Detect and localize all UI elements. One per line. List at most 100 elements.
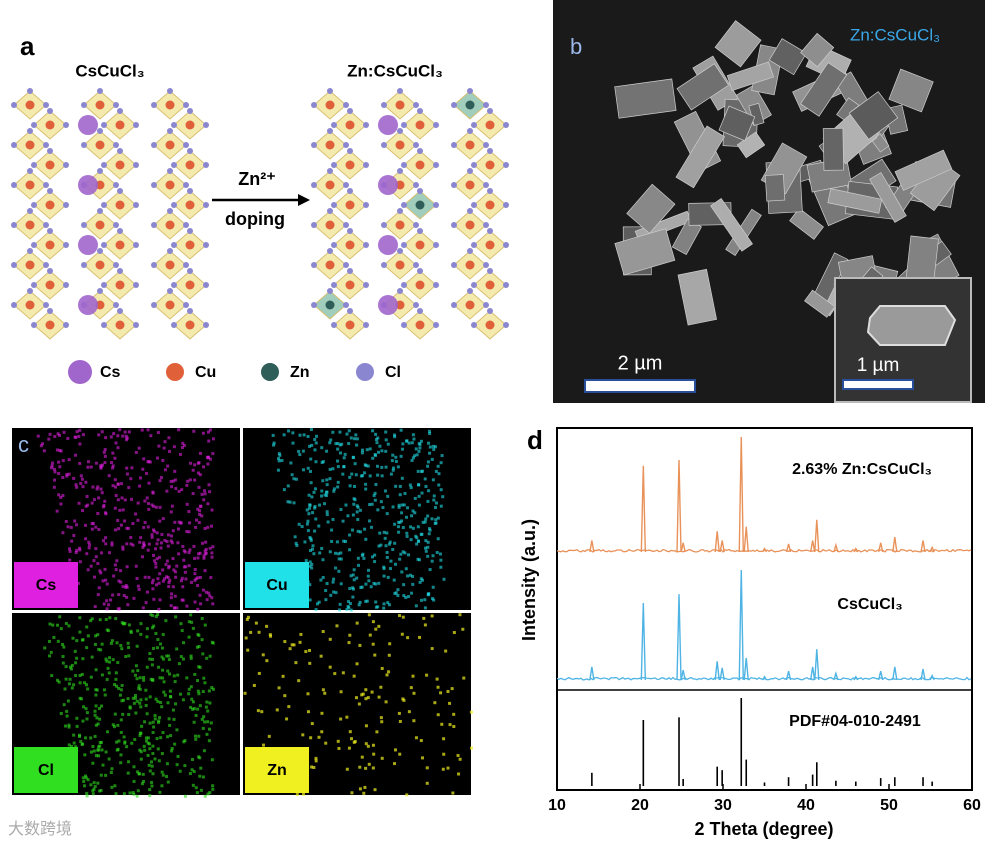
eds-pixel [417,494,421,498]
eds-pixel [378,531,382,535]
atom [413,142,419,148]
atom [413,182,419,188]
eds-pixel [52,467,56,471]
eds-pixel [122,792,126,796]
eds-pixel [171,529,175,533]
eds-pixel [58,615,62,619]
eds-pixel [371,743,375,747]
atom [97,128,103,134]
eds-pixel [89,783,93,787]
eds-pixel [127,654,131,658]
eds-pixel [417,503,421,507]
eds-pixel [325,513,329,517]
eds-pixel [65,474,69,478]
eds-pixel [126,771,130,775]
eds-pixel [252,683,256,687]
atom [151,262,157,268]
eds-pixel [105,607,109,611]
scale-label: 2 µm [618,352,663,374]
flake [768,38,807,76]
eds-pixel [196,584,200,588]
panel-label: b [570,34,582,59]
eds-pixel [122,594,126,598]
eds-pixel [384,430,388,434]
eds-pixel [436,713,440,717]
atom [101,242,107,248]
atom [151,302,157,308]
eds-pixel [119,718,123,722]
eds-pixel [190,580,194,584]
atom [471,322,477,328]
eds-pixel [377,581,381,585]
eds-pixel [145,635,149,639]
eds-pixel [201,726,205,730]
atom [45,240,55,250]
eds-pixel [428,528,432,532]
eds-pixel [137,686,141,690]
eds-pixel [163,693,167,697]
eds-pixel [297,449,301,453]
eds-pixel [400,503,404,507]
eds-pixel [165,559,169,563]
eds-pixel [64,519,68,523]
eds-pixel [199,788,203,792]
eds-pixel [65,472,69,476]
eds-pixel [104,512,108,516]
eds-pixel [142,676,146,680]
eds-pixel [380,756,384,760]
atom [503,282,509,288]
eds-pixel [159,701,163,705]
eds-pixel [58,449,62,453]
eds-pixel [385,512,389,516]
eds-pixel [133,696,137,700]
eds-pixel [367,579,371,583]
atom [401,122,407,128]
eds-pixel [144,739,148,743]
eds-pixel [179,655,183,659]
eds-pixel [203,794,207,798]
eds-pixel [306,710,310,714]
atom [11,222,17,228]
eds-pixel [94,668,98,672]
eds-pixel [129,629,133,633]
eds-pixel [61,642,65,646]
eds-pixel [348,548,352,552]
eds-pixel [105,659,109,663]
atom [311,222,317,228]
atom [331,282,337,288]
eds-pixel [193,478,197,482]
eds-pixel [55,509,59,513]
eds-pixel [143,748,147,752]
eds-pixel [390,459,394,463]
eds-pixel [165,575,169,579]
eds-pixel [114,792,118,796]
eds-pixel [374,627,378,631]
eds-pixel [420,491,424,495]
atom [185,280,195,290]
eds-pixel [147,575,151,579]
eds-pixel [180,446,184,450]
eds-pixel [97,496,101,500]
eds-pixel [411,433,415,437]
eds-pixel [52,485,56,489]
atom [151,102,157,108]
eds-pixel [138,701,142,705]
eds-pixel [53,470,57,474]
atom [27,248,33,254]
eds-pixel [200,638,204,642]
eds-pixel [403,551,407,555]
eds-pixel [142,744,146,748]
eds-pixel [410,441,414,445]
eds-pixel [309,538,313,542]
eds-pixel [120,621,124,625]
eds-pixel [167,658,171,662]
eds-pixel [78,548,82,552]
eds-pixel [207,439,211,443]
eds-pixel [308,583,312,587]
eds-pixel [105,599,109,603]
eds-pixel [207,591,211,595]
eds-pixel [440,722,444,726]
eds-pixel [195,518,199,522]
series-label: CsCuCl₃ [837,596,902,613]
eds-pixel [80,742,84,746]
